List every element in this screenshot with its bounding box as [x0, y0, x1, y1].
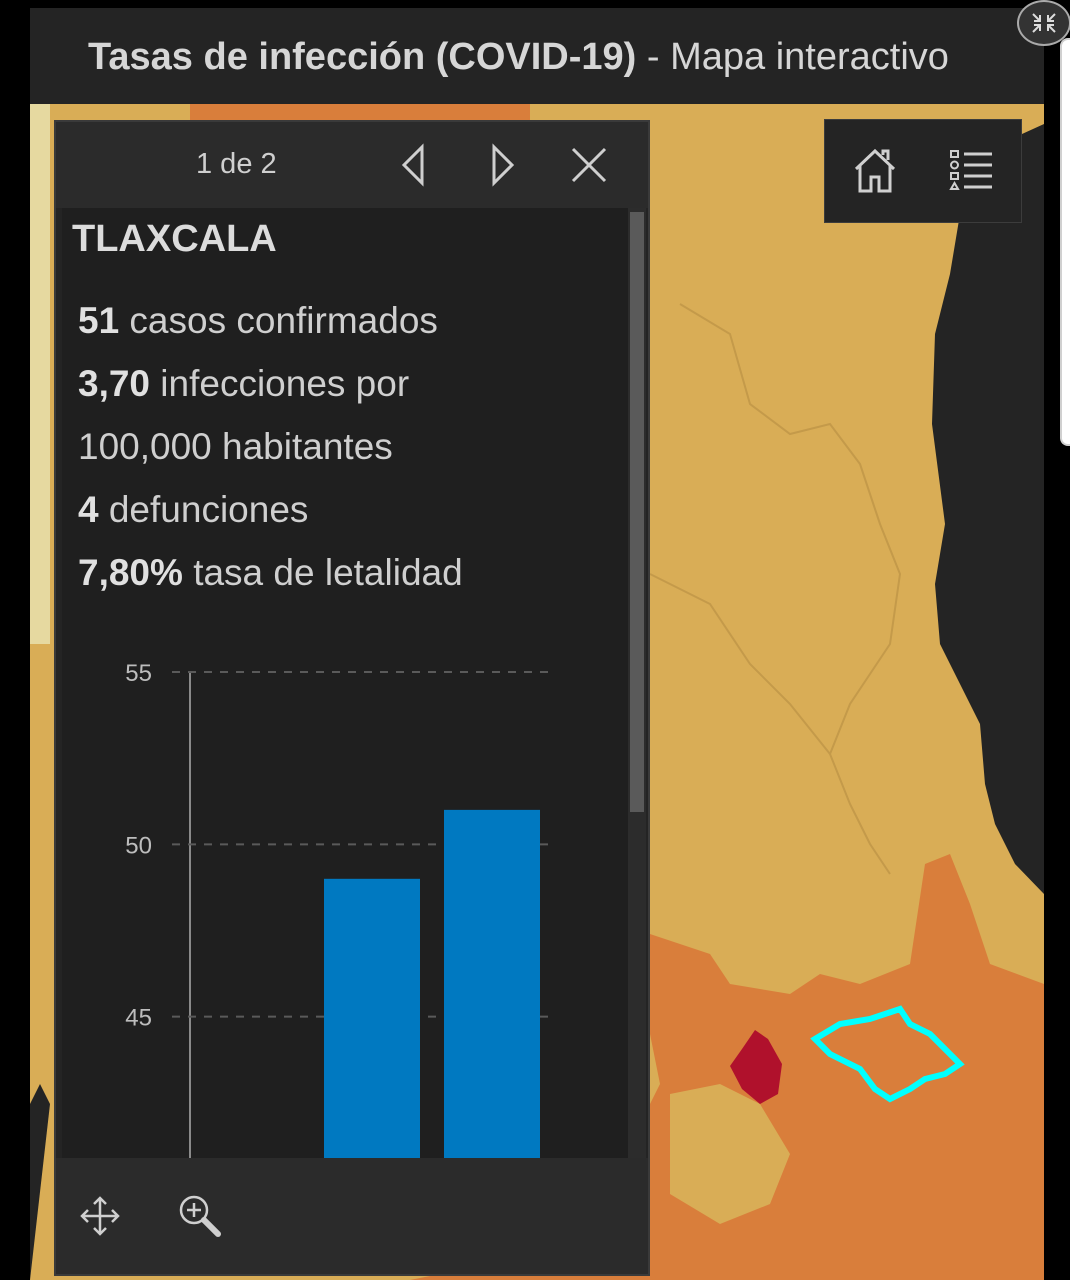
stat-text: tasa de letalidad — [182, 552, 463, 593]
popup-scrollbar[interactable] — [628, 208, 646, 1158]
title-bar: Tasas de infección (COVID-19) - Mapa int… — [30, 8, 1044, 104]
map-selected-region[interactable] — [810, 1005, 965, 1103]
page-scroll-edge[interactable] — [1060, 38, 1070, 446]
feature-popup: 1 de 2 TLAXCALA 51 casos confirmados 3,7… — [54, 120, 650, 1276]
next-svg — [492, 143, 515, 187]
title-main: Tasas de infección (COVID-19) — [88, 36, 637, 78]
map-toolbox — [824, 119, 1022, 223]
triangle-right-icon[interactable] — [478, 140, 528, 190]
stat-deaths: 4 defunciones — [78, 489, 308, 531]
popup-scroll-thumb[interactable] — [630, 212, 644, 812]
move-arrows-icon[interactable] — [72, 1188, 128, 1244]
chart-tick-label: 50 — [125, 832, 152, 859]
chart-bar[interactable] — [444, 809, 540, 1158]
map-red-region — [730, 1030, 782, 1104]
bar-chart: 55 50 45 — [125, 660, 552, 1158]
title-sub: - Mapa interactivo — [636, 36, 949, 78]
legend-svg — [949, 150, 992, 190]
prev-svg — [401, 143, 424, 187]
popup-header: 1 de 2 — [56, 122, 648, 208]
stat-rate: 3,70 infecciones por — [78, 363, 409, 405]
stat-text: infecciones por — [150, 363, 410, 404]
stat-lethality: 7,80% tasa de letalidad — [78, 552, 463, 594]
collapse-arrows-svg — [1032, 13, 1056, 33]
map-pacific — [30, 1084, 50, 1280]
map-border — [679, 303, 902, 875]
state-name: TLAXCALA — [72, 218, 277, 260]
zoom-in-icon[interactable] — [172, 1188, 228, 1244]
map-gulf — [932, 124, 1044, 894]
stat-value: 7,80% — [78, 552, 183, 593]
map-border — [649, 573, 831, 755]
chart-ticks: 55 50 45 — [125, 660, 152, 1032]
map-pale-region — [30, 104, 50, 644]
close-svg — [571, 147, 607, 183]
stat-rate-cont: 100,000 habitantes — [78, 426, 393, 468]
collapse-arrows-icon[interactable] — [1017, 0, 1070, 46]
popup-content[interactable]: TLAXCALA 51 casos confirmados 3,70 infec… — [62, 208, 628, 1158]
legend-list-icon[interactable] — [941, 140, 1001, 200]
map-base-region — [670, 1084, 790, 1224]
stat-text: 100,000 habitantes — [78, 426, 393, 467]
home-svg — [854, 148, 896, 193]
page-title: Tasas de infección (COVID-19) - Mapa int… — [88, 36, 949, 79]
map-orange-region — [410, 854, 1044, 1280]
stat-value: 4 — [78, 489, 99, 530]
home-icon[interactable] — [845, 140, 905, 200]
stat-value: 3,70 — [78, 363, 151, 404]
chart-bars — [324, 809, 540, 1158]
triangle-left-icon[interactable] — [388, 140, 438, 190]
stat-value: 51 — [78, 300, 120, 341]
close-icon[interactable] — [564, 140, 614, 190]
popup-pager: 1 de 2 — [196, 148, 277, 180]
stat-text: defunciones — [98, 489, 309, 530]
popup-footer — [56, 1158, 648, 1274]
stat-cases: 51 casos confirmados — [78, 300, 438, 342]
chart-bar[interactable] — [324, 878, 420, 1158]
stat-text: casos confirmados — [119, 300, 438, 341]
chart-tick-label: 45 — [125, 1005, 152, 1032]
zoom-svg — [179, 1195, 221, 1237]
chart-tick-label: 55 — [125, 660, 152, 687]
pan-svg — [80, 1196, 120, 1236]
